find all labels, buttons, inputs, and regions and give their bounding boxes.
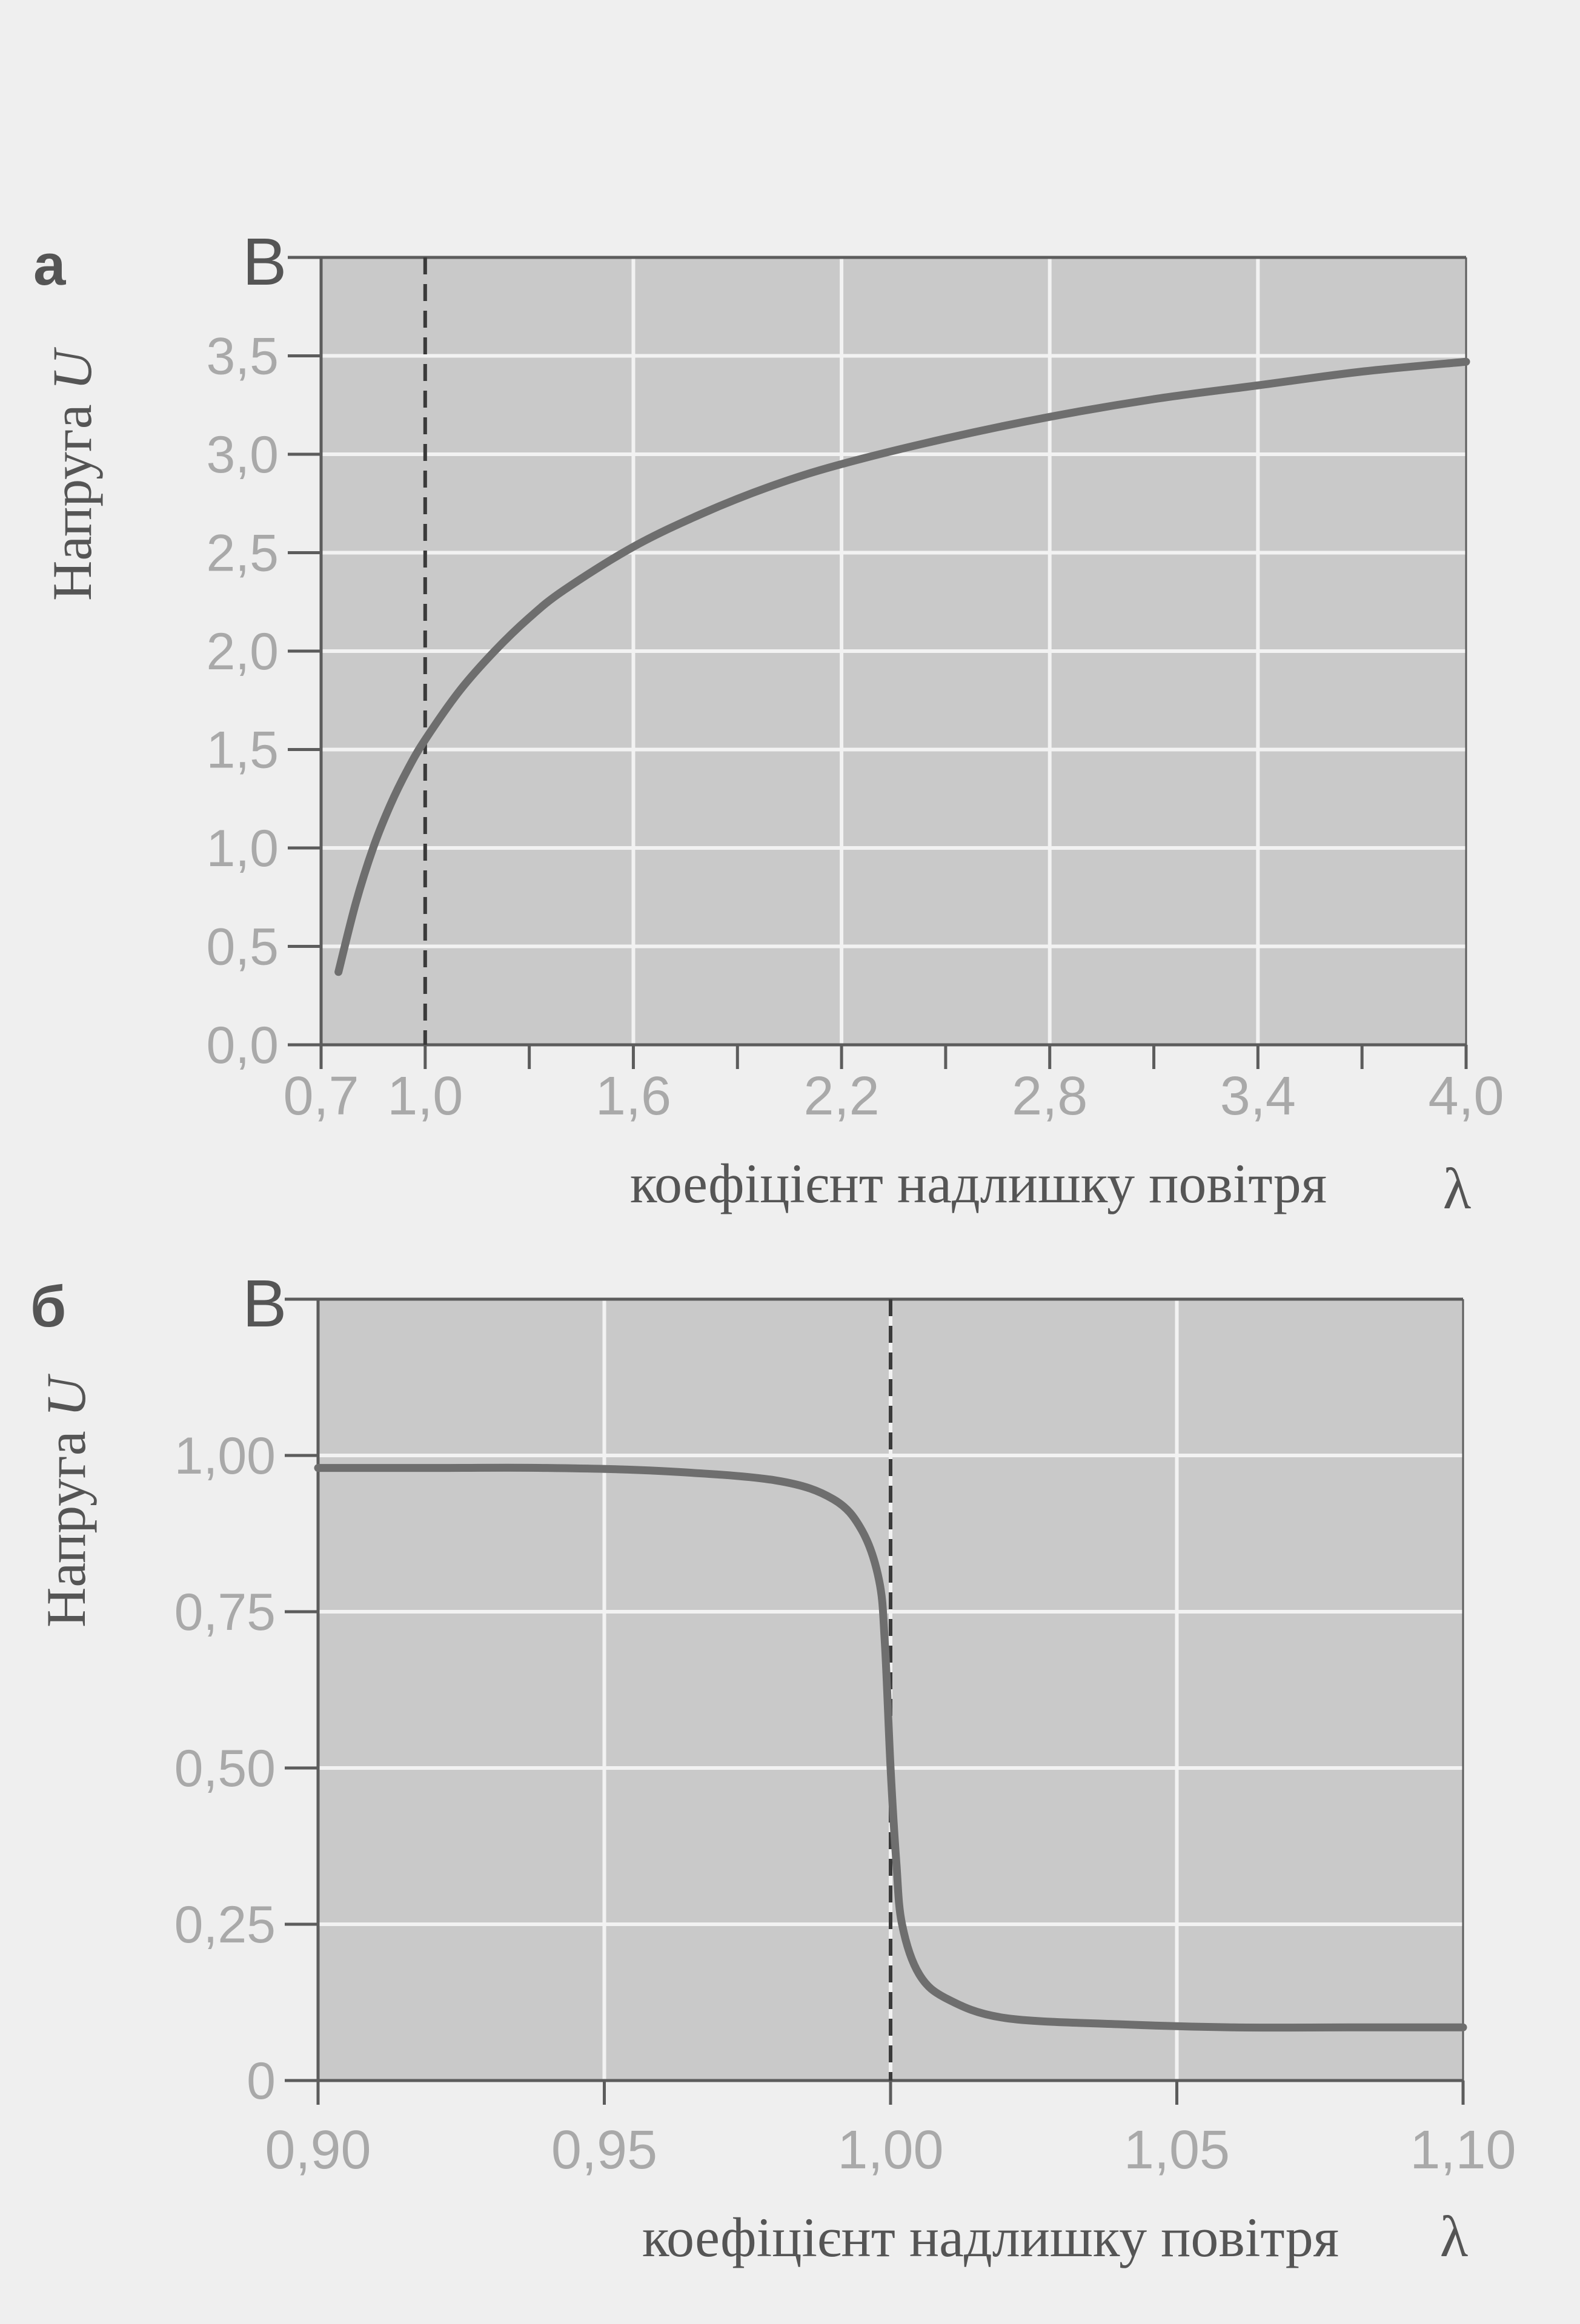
y-tick-label: 2,5: [206, 525, 279, 583]
x-axis-symbol-lambda: λ: [1440, 2204, 1469, 2269]
y-tick-label: 3,5: [206, 328, 279, 386]
x-tick-label: 2,8: [1012, 1066, 1087, 1127]
y-axis-label-symbol: U: [35, 1373, 97, 1417]
chart-panel-b: 0 0,25 0,50 0,75 1,00 0,90 0,95 1,00 1,05 1,10 б В Н…: [30, 1266, 1516, 2269]
y-tick-label: 0: [247, 2052, 276, 2110]
y-tick-label: 2,0: [206, 623, 279, 681]
voltage-curve: [334, 357, 1470, 976]
y-tick-label: 0,50: [174, 1740, 276, 1798]
x-tick-label: 0,90: [265, 2120, 371, 2180]
y-axis-label: Напруга U: [35, 1373, 97, 1627]
y-tick-label: 1,5: [206, 721, 279, 780]
y-unit-label: В: [242, 225, 287, 299]
y-unit-label: В: [242, 1266, 287, 1341]
x-axis-symbol-lambda: λ: [1443, 1156, 1472, 1221]
x-axis-label: коефіцієнт надлишку повітря: [642, 2206, 1339, 2268]
y-axis-label-text: Напруга: [41, 390, 103, 601]
x-tick-label: 1,10: [1410, 2120, 1516, 2180]
x-tick-label: 0,95: [551, 2120, 657, 2180]
x-tick-label: 2,2: [804, 1066, 880, 1127]
panel-letter: а: [33, 233, 66, 297]
y-axis-label-symbol: U: [41, 346, 103, 390]
y-tick-label: 1,00: [174, 1427, 276, 1485]
voltage-curve: [314, 1463, 1467, 2032]
y-tick-label: 0,5: [206, 918, 279, 976]
y-axis-label: Напруга U: [41, 346, 103, 601]
x-tick-label: 3,4: [1220, 1066, 1296, 1127]
x-axis-label: коефіцієнт надлишку повітря: [630, 1153, 1327, 1214]
x-tick-label: 1,6: [596, 1066, 671, 1127]
x-tick-label: 1,0: [387, 1066, 463, 1127]
x-tick-label: 0,7: [283, 1066, 359, 1127]
y-tick-label: 0,75: [174, 1583, 276, 1641]
x-tick-label: 4,0: [1428, 1066, 1504, 1127]
chart-panel-a: 0,0 0,5 1,0 1,5 2,0 2,5 3,0 3,5 0,7 1,0 1,6 2,2 2,8 3…: [33, 225, 1504, 1221]
y-tick-label: 1,0: [206, 819, 279, 878]
x-tick-label: 1,05: [1124, 2120, 1230, 2180]
y-axis-label-text: Напруга: [35, 1417, 97, 1627]
y-tick-label: 3,0: [206, 426, 279, 484]
y-tick-label: 0,25: [174, 1896, 276, 1954]
x-tick-label: 1,00: [837, 2120, 943, 2180]
y-tick-label: 0,0: [206, 1016, 279, 1074]
panel-letter: б: [30, 1274, 66, 1339]
